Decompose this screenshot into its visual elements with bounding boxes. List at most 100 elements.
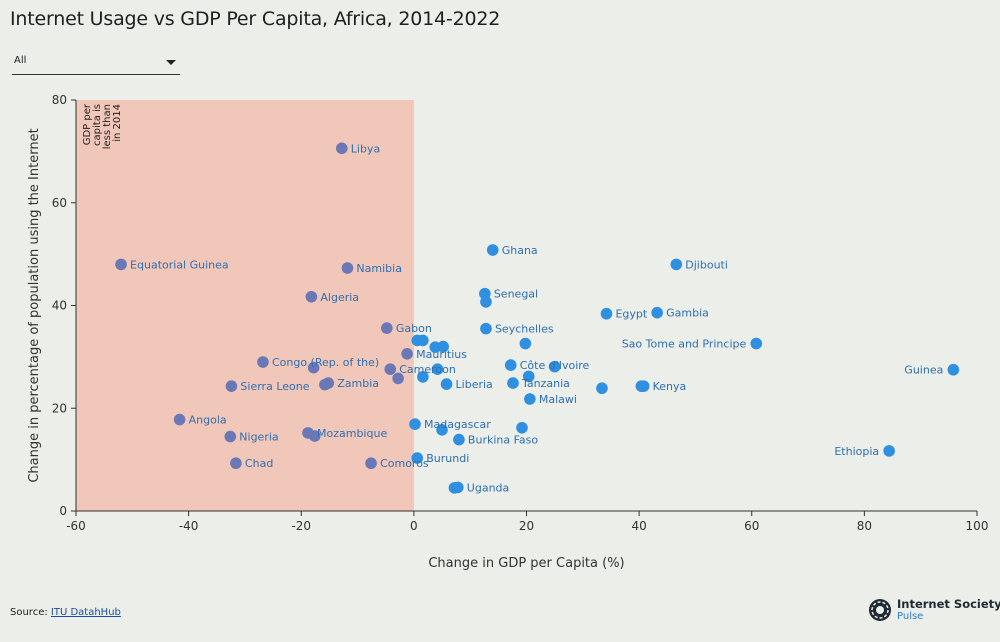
data-label: Nigeria [239, 431, 278, 444]
data-point [436, 424, 448, 436]
data-point [305, 290, 318, 303]
data-point [453, 433, 465, 446]
data-point [224, 430, 237, 443]
data-label: Burkina Faso [468, 434, 538, 447]
y-tick-label: 0 [59, 504, 67, 518]
data-point [173, 413, 186, 426]
data-point [431, 363, 444, 376]
dropdown-selected-value: All [14, 55, 27, 66]
data-label: Burundi [426, 452, 469, 465]
data-label: Liberia [456, 378, 493, 391]
data-point [401, 347, 413, 360]
data-label: Congo (Rep. of the) [272, 356, 379, 369]
x-axis-title: Change in GDP per Capita (%) [428, 556, 624, 571]
data-point [516, 421, 528, 434]
data-point [750, 337, 763, 350]
page-title: Internet Usage vs GDP Per Capita, Africa… [10, 8, 501, 30]
data-label: Seychelles [495, 323, 554, 336]
shaded-annotation-line: in 2014 [112, 104, 123, 142]
x-tick-label: 100 [966, 519, 989, 533]
shaded-annotation-line: GDP per [82, 103, 93, 145]
y-tick-label: 60 [52, 196, 67, 210]
data-label: Chad [245, 457, 273, 470]
data-label: Egypt [615, 308, 647, 321]
data-point [947, 363, 960, 376]
data-point [600, 307, 613, 320]
data-point [635, 380, 648, 392]
data-point [522, 370, 535, 383]
shaded-annotation-line: less than [102, 104, 113, 149]
data-label: Angola [189, 414, 227, 427]
data-label: Gambia [666, 307, 709, 320]
shaded-annotation-line: capita is [92, 104, 103, 146]
data-point [230, 457, 242, 470]
data-label: Gabon [396, 322, 432, 335]
x-tick-label: 40 [631, 519, 646, 533]
data-label: Zambia [337, 377, 379, 390]
data-label: Ghana [502, 244, 538, 257]
source-label: Source: [10, 607, 48, 618]
data-point [507, 377, 519, 389]
data-point [670, 258, 683, 271]
data-label: Tanzania [521, 377, 570, 390]
x-tick-label: 0 [410, 519, 418, 533]
data-label: Algeria [320, 291, 359, 304]
y-tick-label: 40 [52, 299, 67, 313]
data-label: Madagascar [424, 418, 491, 431]
data-point [335, 142, 348, 155]
x-tick-label: -20 [291, 519, 311, 533]
data-label: Sierra Leone [240, 380, 309, 393]
logo-sub: Pulse [897, 611, 924, 622]
data-point [519, 337, 532, 350]
data-label: Comoros [380, 457, 429, 470]
data-point [417, 371, 429, 383]
source-note: Source: ITU DatahHub [10, 607, 121, 618]
data-point [384, 363, 397, 376]
data-label: Senegal [494, 288, 538, 301]
shaded-region [76, 100, 414, 511]
data-point [381, 322, 393, 334]
x-tick-label: 80 [857, 519, 872, 533]
data-point [411, 452, 424, 464]
data-label: Cameroon [399, 363, 456, 376]
data-label: Mauritius [416, 348, 467, 361]
data-point [392, 372, 404, 385]
country-filter-dropdown[interactable]: All [12, 50, 180, 75]
data-label: Malawi [539, 393, 577, 406]
data-point [308, 430, 321, 442]
data-point [486, 244, 499, 256]
data-point [480, 322, 492, 335]
data-label: Uganda [467, 481, 509, 494]
chevron-down-icon [166, 60, 176, 65]
x-tick-label: 60 [744, 519, 759, 533]
data-point [548, 360, 561, 373]
data-label: Mozambique [317, 427, 387, 440]
y-tick-label: 80 [52, 93, 67, 107]
data-label: Côte d'Ivoire [520, 359, 590, 372]
logo-name: Internet Society [897, 597, 1000, 611]
data-point [417, 334, 429, 347]
data-point [115, 258, 127, 271]
data-label: Ethiopia [834, 445, 879, 458]
source-link[interactable]: ITU DatahHub [50, 607, 121, 618]
internet-society-logo[interactable]: Internet Society Pulse [867, 597, 1000, 627]
globe-icon [869, 599, 891, 621]
x-tick-label: 20 [519, 519, 534, 533]
data-point [409, 418, 421, 430]
data-point [440, 378, 453, 390]
data-point [524, 393, 536, 405]
data-label: Libya [351, 142, 380, 155]
data-label: Kenya [653, 380, 687, 393]
data-point [651, 306, 663, 319]
data-point [437, 340, 449, 353]
data-label: Namibia [356, 262, 402, 275]
data-label: Equatorial Guinea [130, 258, 229, 271]
data-label: Djibouti [685, 258, 728, 271]
shaded-annotation: GDP percapita isless thanin 2014 [82, 103, 123, 149]
data-label: Guinea [904, 364, 943, 377]
data-point [225, 380, 238, 392]
x-tick-label: -40 [179, 519, 199, 533]
y-tick-label: 20 [52, 401, 67, 415]
data-point [307, 361, 320, 374]
y-axis-title: Change in percentage of population using… [27, 128, 42, 482]
